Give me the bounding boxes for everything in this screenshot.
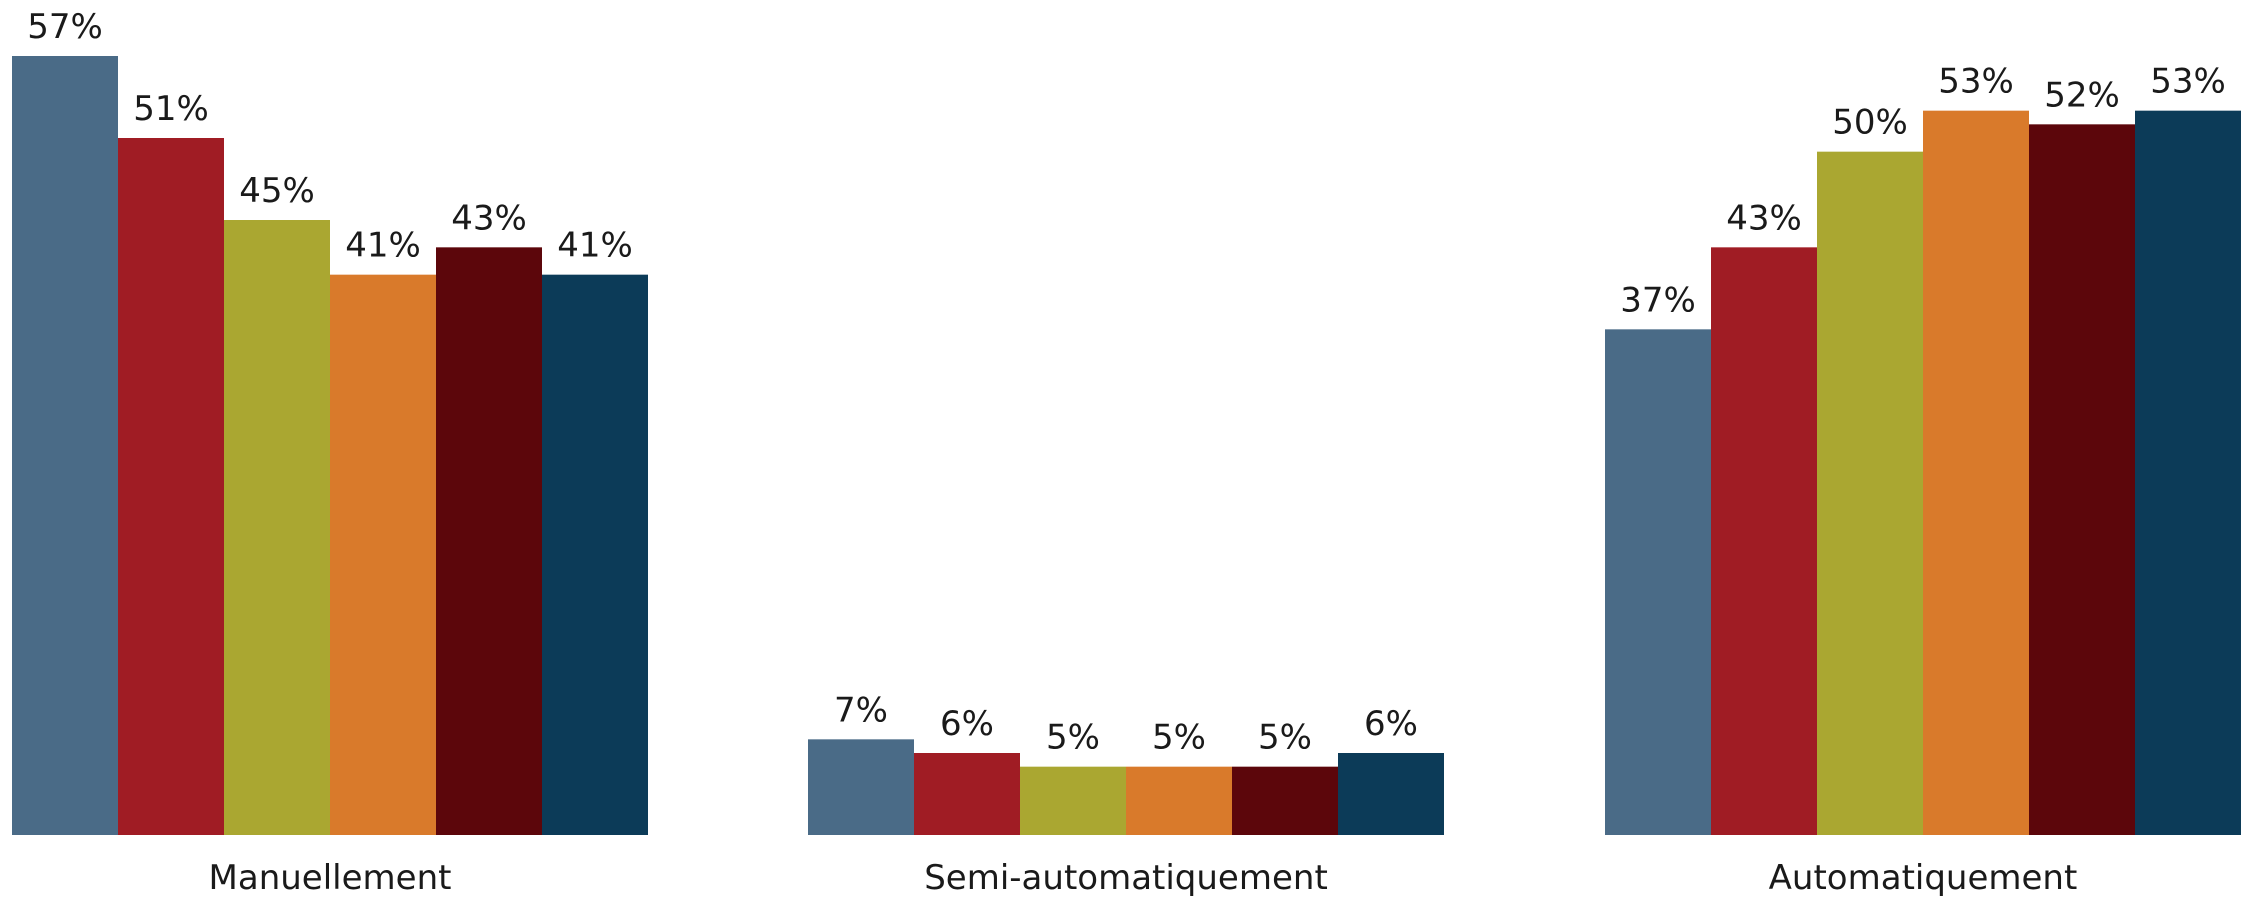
value-label: 57% [27,7,103,47]
value-label: 51% [133,89,209,129]
category-label: Semi-automatiquement [924,858,1328,898]
value-label: 53% [1938,62,2014,102]
bar-automatiquement-1 [1605,329,1711,835]
bar-manuellement-3 [224,220,330,835]
bar-manuellement-1 [12,56,118,835]
category-labels-layer: Manuellement Semi-automatiquement Automati… [209,858,2078,898]
value-label: 50% [1832,103,1908,143]
bar-manuellement-6 [542,274,648,836]
bar-manuellement-4 [330,274,436,836]
bar-semi-automatiquement-2 [914,753,1020,835]
value-label: 43% [1726,198,1802,238]
bar-semi-automatiquement-3 [1020,766,1126,835]
bar-automatiquement-3 [1817,151,1923,835]
value-label: 5% [1258,718,1312,758]
bar-semi-automatiquement-4 [1126,766,1232,835]
value-label: 5% [1046,718,1100,758]
value-label: 45% [239,171,315,211]
bar-automatiquement-5 [2029,124,2135,836]
bar-semi-automatiquement-6 [1338,753,1444,835]
value-label: 41% [345,226,421,266]
category-label: Automatiquement [1769,858,2078,898]
value-labels-layer: 57% 51% 45% 41% 43% 41% 7% 6% 5% 5% 5% 6% 37% 43% 50% 5… [27,7,2226,758]
value-label: 43% [451,198,527,238]
bar-semi-automatiquement-5 [1232,766,1338,835]
bar-semi-automatiquement-1 [808,739,914,835]
value-label: 37% [1620,280,1696,320]
value-label: 5% [1152,718,1206,758]
value-label: 6% [940,704,994,744]
value-label: 52% [2044,75,2120,115]
value-label: 7% [834,690,888,730]
bar-automatiquement-2 [1711,247,1817,836]
value-label: 53% [2150,62,2226,102]
category-label: Manuellement [209,858,452,898]
bars-layer [12,56,2241,836]
bar-manuellement-2 [118,138,224,835]
bar-manuellement-5 [436,247,542,836]
bar-automatiquement-6 [2135,110,2241,835]
value-label: 41% [557,226,633,266]
bar-automatiquement-4 [1923,110,2029,835]
value-label: 6% [1364,704,1418,744]
